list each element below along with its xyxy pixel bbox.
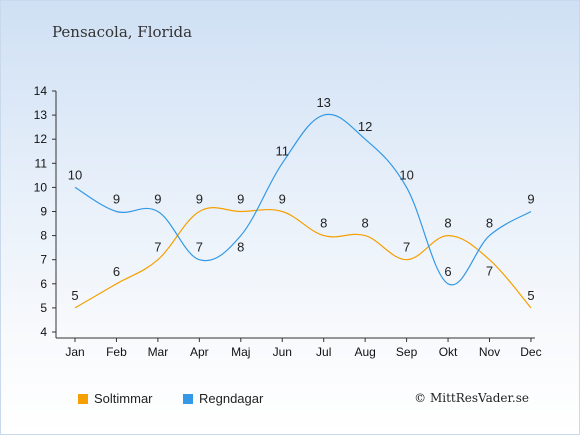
data-label-soltimmar: 7: [403, 240, 410, 255]
data-label-regndagar: 9: [113, 192, 120, 207]
y-tick-label: 5: [40, 301, 47, 315]
data-label-soltimmar: 8: [320, 216, 327, 231]
data-label-soltimmar: 8: [444, 216, 451, 231]
data-label-regndagar: 8: [237, 240, 244, 255]
data-label-soltimmar: 9: [279, 192, 286, 207]
legend-label-regndagar: Regndagar: [199, 391, 264, 406]
data-label-regndagar: 10: [399, 167, 413, 182]
x-tick-label: Nov: [479, 345, 500, 359]
y-tick-label: 4: [40, 325, 47, 339]
y-tick-label: 9: [40, 205, 47, 219]
data-label-soltimmar: 5: [71, 288, 78, 303]
x-tick-label: Feb: [106, 345, 127, 359]
data-label-soltimmar: 7: [154, 240, 161, 255]
y-tick-label: 10: [34, 180, 48, 194]
y-tick-label: 13: [34, 108, 48, 122]
x-tick-label: Maj: [231, 345, 250, 359]
x-tick-label: Jul: [316, 345, 331, 359]
data-label-regndagar: 13: [316, 95, 330, 110]
legend-swatch-soltimmar: [78, 393, 88, 404]
data-label-soltimmar: 9: [196, 192, 203, 207]
data-label-regndagar: 10: [68, 167, 82, 182]
data-label-regndagar: 7: [196, 240, 203, 255]
data-label-regndagar: 6: [444, 264, 451, 279]
y-tick-label: 12: [34, 132, 48, 146]
x-tick-label: Jan: [65, 345, 84, 359]
y-tick-label: 6: [40, 277, 47, 291]
series-line-soltimmar: [74, 207, 532, 309]
x-tick-label: Okt: [439, 345, 458, 359]
data-label-regndagar: 9: [154, 192, 161, 207]
data-label-soltimmar: 9: [237, 192, 244, 207]
y-tick-label: 14: [34, 84, 48, 98]
legend-item-soltimmar: Soltimmar: [78, 391, 153, 406]
legend-item-regndagar: Regndagar: [183, 391, 263, 406]
data-label-regndagar: 9: [527, 192, 534, 207]
legend-label-soltimmar: Soltimmar: [94, 391, 153, 406]
data-label-regndagar: 11: [276, 143, 290, 158]
x-tick-label: Jun: [273, 345, 292, 359]
y-tick-label: 11: [35, 156, 48, 170]
data-label-soltimmar: 7: [486, 264, 493, 279]
data-label-soltimmar: 5: [527, 288, 534, 303]
x-tick-label: Sep: [396, 345, 418, 359]
y-tick-label: 7: [40, 253, 47, 267]
data-label-regndagar: 8: [486, 216, 493, 231]
x-tick-label: Apr: [190, 345, 209, 359]
chart-title: Pensacola, Florida: [52, 23, 193, 41]
data-label-regndagar: 12: [358, 119, 372, 134]
y-tick-label: 8: [40, 229, 47, 243]
series-line-regndagar: [74, 113, 532, 286]
data-label-soltimmar: 8: [362, 216, 369, 231]
data-label-soltimmar: 6: [113, 264, 120, 279]
x-tick-label: Dec: [520, 345, 541, 359]
legend-swatch-regndagar: [183, 393, 193, 404]
copyright-text: © MittResVader.se: [414, 391, 529, 405]
x-tick-label: Aug: [354, 345, 375, 359]
x-tick-label: Mar: [148, 345, 169, 359]
